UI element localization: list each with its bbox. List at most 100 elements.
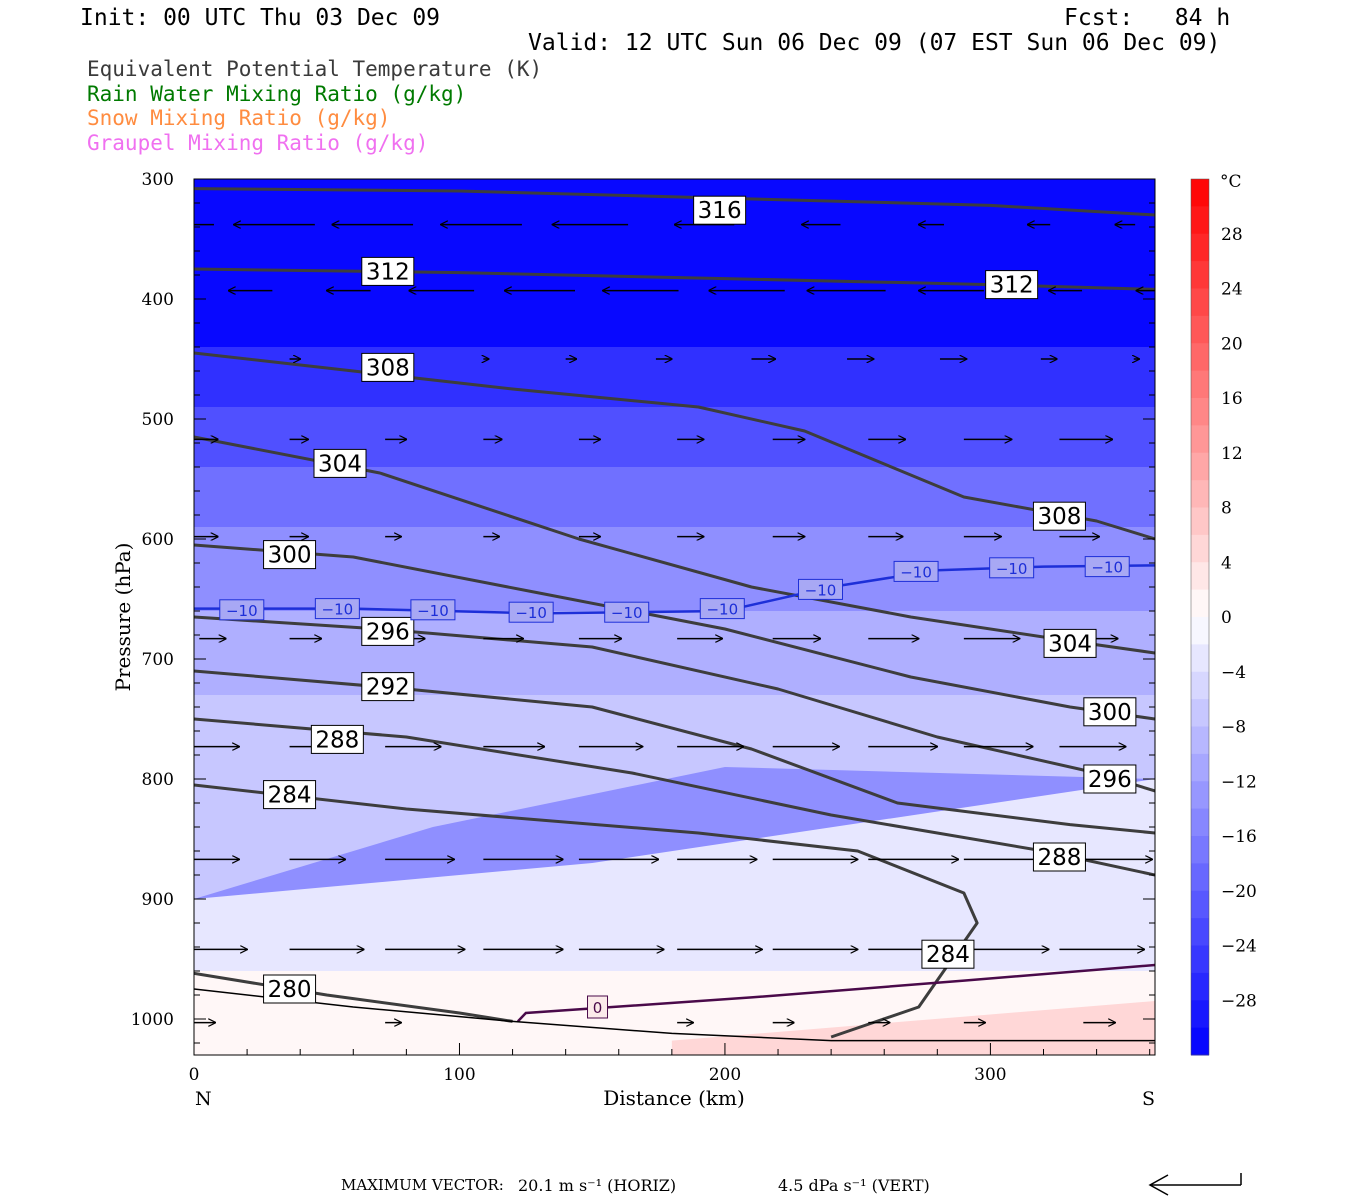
colorbar-tick-label: 16 — [1221, 389, 1243, 409]
max-vector-label: MAXIMUM VECTOR: — [341, 1176, 504, 1194]
y-tick-label: 600 — [142, 530, 174, 550]
svg-text:304: 304 — [1048, 631, 1092, 657]
colorbar-tick-label: −20 — [1221, 882, 1257, 902]
x-tick-label: 0 — [189, 1065, 200, 1085]
theta-e-label: 312 — [985, 270, 1039, 300]
svg-text:284: 284 — [926, 942, 970, 968]
colorbar-swatch — [1191, 507, 1209, 536]
colorbar-tick-label: −8 — [1221, 718, 1246, 738]
y-tick-label: 1000 — [131, 1010, 174, 1030]
theta-e-label: 308 — [1032, 501, 1086, 531]
colorbar-swatch — [1191, 370, 1209, 399]
temp-band-9 — [671, 1001, 1155, 1055]
svg-text:−10: −10 — [322, 601, 354, 619]
isotherm-minus10-label: −10 — [989, 557, 1035, 579]
temp-band-0 — [194, 179, 1155, 347]
svg-text:308: 308 — [366, 355, 410, 381]
theta-e-label: 304 — [313, 448, 367, 478]
temperature-shading — [194, 179, 1155, 1055]
theta-e-label: 292 — [361, 672, 415, 702]
theta-e-label: 284 — [263, 780, 317, 810]
colorbar-tick-label: −24 — [1221, 937, 1257, 957]
svg-text:300: 300 — [268, 543, 312, 569]
colorbar-unit: °C — [1220, 172, 1242, 192]
init-time: Init: 00 UTC Thu 03 Dec 09 — [80, 5, 441, 31]
isotherm-minus10-label: −10 — [410, 599, 456, 621]
svg-text:−10: −10 — [900, 563, 932, 581]
svg-text:312: 312 — [990, 273, 1034, 299]
theta-e-label: 316 — [693, 195, 747, 225]
y-tick-label: 400 — [142, 290, 174, 310]
legend-graupel: Graupel Mixing Ratio (g/kg) — [87, 131, 429, 155]
x-tick-label: 100 — [443, 1065, 475, 1085]
colorbar-swatch — [1191, 671, 1209, 700]
svg-text:292: 292 — [366, 675, 410, 701]
axes: 300 400 500 600 700 800 900 1000 0 100 200 300 — [131, 170, 1155, 1085]
colorbar-swatch — [1191, 261, 1209, 289]
colorbar-swatch — [1191, 206, 1209, 235]
colorbar-tick-label: 8 — [1221, 499, 1232, 519]
svg-text:−10: −10 — [611, 604, 643, 622]
valid-time: Valid: 12 UTC Sun 06 Dec 09 (07 EST Sun … — [528, 30, 1221, 56]
isotherm-minus10-label: −10 — [314, 598, 360, 620]
colorbar-swatch — [1191, 343, 1209, 372]
colorbar-swatch — [1191, 918, 1209, 946]
colorbar-swatch — [1191, 315, 1209, 344]
colorbar-tick-label: 0 — [1221, 608, 1232, 628]
theta-e-label: 300 — [1083, 697, 1137, 727]
x-end-label-north: N — [195, 1088, 212, 1110]
svg-text:280: 280 — [268, 977, 312, 1003]
y-axis-title: Pressure (hPa) — [111, 543, 135, 692]
legend-snow: Snow Mixing Ratio (g/kg) — [87, 106, 391, 130]
theta-e-label: 304 — [1043, 628, 1097, 658]
isotherm-minus10-label: −10 — [893, 560, 939, 582]
colorbar-swatch — [1191, 562, 1209, 591]
colorbar-swatch — [1191, 726, 1209, 755]
isotherm-minus10-label: −10 — [798, 578, 844, 600]
isotherm-0 — [516, 963, 1155, 1023]
svg-text:−10: −10 — [1091, 559, 1123, 577]
colorbar-swatch — [1191, 534, 1209, 563]
svg-text:−10: −10 — [996, 560, 1028, 578]
temp-band-4 — [194, 527, 1155, 611]
svg-text:0: 0 — [593, 999, 603, 1017]
colorbar-swatch — [1191, 644, 1209, 673]
y-tick-label: 800 — [142, 770, 174, 790]
max-vector-horiz: 20.1 m s⁻¹ (HORIZ) — [518, 1176, 677, 1195]
colorbar-tick-label: 24 — [1221, 280, 1243, 300]
terrain — [194, 988, 1155, 1042]
colorbar: °C 28 24 20 16 12 8 4 0 −4 −8 −12 −16 −20 −24 −28 — [1190, 172, 1257, 1056]
temp-band-7 — [194, 779, 1155, 971]
colorbar-swatch — [1191, 890, 1209, 919]
colorbar-swatch — [1191, 808, 1209, 837]
isotherm-0-label: 0 — [587, 995, 609, 1019]
svg-text:288: 288 — [1037, 845, 1081, 871]
colorbar-swatch — [1191, 398, 1209, 426]
svg-text:300: 300 — [1088, 700, 1132, 726]
theta-e-280 — [194, 971, 513, 1023]
colorbar-swatch — [1191, 836, 1209, 864]
svg-text:284: 284 — [268, 783, 312, 809]
theta-e-label: 300 — [263, 540, 317, 570]
theta-e-label: 308 — [361, 352, 415, 382]
colorbar-tick-label: −4 — [1221, 663, 1246, 683]
svg-text:316: 316 — [698, 198, 742, 224]
terrain-line — [194, 988, 1155, 1042]
theta-e-label: 312 — [361, 256, 415, 286]
temp-band-5 — [194, 611, 1155, 695]
colorbar-tick-label: −16 — [1221, 827, 1257, 847]
svg-text:−10: −10 — [706, 601, 738, 619]
isotherm-minus10-label: −10 — [1084, 556, 1130, 578]
colorbar-swatch — [1191, 589, 1209, 618]
isotherm-minus10-label: −10 — [604, 601, 650, 623]
colorbar-swatch — [1191, 753, 1209, 782]
temp-band-1 — [194, 347, 1155, 407]
colorbar-swatch — [1191, 1027, 1209, 1056]
plot-frame — [193, 178, 1156, 1056]
colorbar-swatch — [1191, 425, 1209, 454]
colorbar-swatch — [1191, 699, 1209, 727]
x-end-label-south: S — [1142, 1088, 1155, 1110]
theta-e-label: 288 — [1032, 842, 1086, 872]
forecast-hour: Fcst: 84 h — [1064, 5, 1231, 31]
